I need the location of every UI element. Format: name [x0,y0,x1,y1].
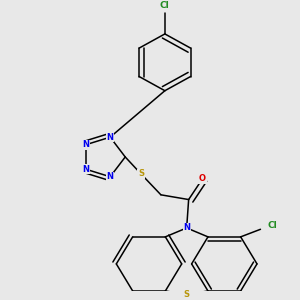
Text: N: N [107,133,114,142]
Text: S: S [184,290,190,299]
Text: N: N [82,140,89,149]
Text: Cl: Cl [268,221,277,230]
Text: O: O [199,174,206,183]
Text: N: N [107,172,114,181]
Text: Cl: Cl [160,1,170,10]
Text: S: S [138,169,144,178]
Text: N: N [183,224,190,232]
Text: N: N [82,165,89,174]
